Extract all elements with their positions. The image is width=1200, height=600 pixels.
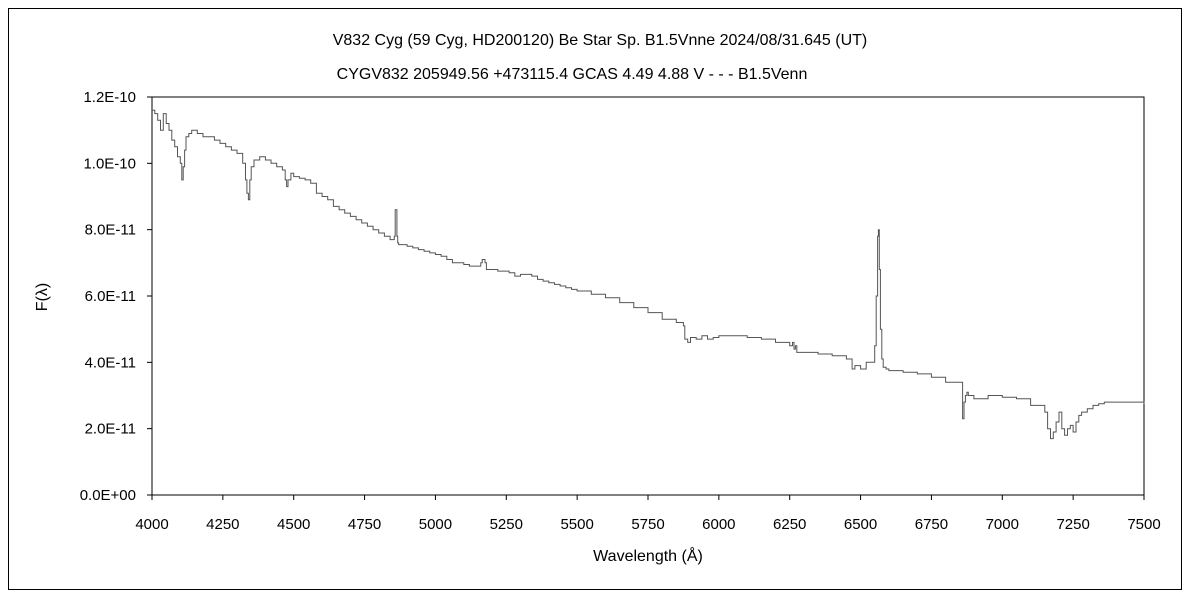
y-tick-label: 6.0E-11: [85, 288, 136, 305]
x-tick-label: 6000: [702, 516, 735, 533]
x-tick-label: 5750: [631, 516, 664, 533]
chart-title: V832 Cyg (59 Cyg, HD200120) Be Star Sp. …: [333, 32, 868, 49]
spectrum-line: [152, 109, 1145, 440]
x-tick-label: 4750: [348, 516, 381, 533]
x-tick-label: 7000: [986, 516, 1019, 533]
x-tick-label: 5250: [490, 516, 523, 533]
chart-frame: [8, 8, 1182, 590]
y-tick-label: 2.0E-11: [85, 421, 136, 438]
x-axis: 4000 4250 4500 4750 5000 5250 5500 5750 6000 6250…: [135, 495, 1161, 533]
x-tick-label: 7250: [1056, 516, 1089, 533]
chart-subtitle: CYGV832 205949.56 +473115.4 GCAS 4.49 4.…: [337, 66, 808, 83]
y-tick-label: 1.0E-10: [83, 155, 136, 172]
y-axis-label: F(λ): [34, 283, 51, 311]
x-tick-label: 4000: [135, 516, 168, 533]
x-tick-label: 5000: [419, 516, 452, 533]
x-tick-label: 6500: [844, 516, 877, 533]
x-tick-label: 6250: [773, 516, 806, 533]
y-tick-label: 1.2E-10: [83, 89, 136, 106]
plot-area: [151, 96, 1145, 496]
x-tick-label: 4500: [277, 516, 310, 533]
y-tick-label: 4.0E-11: [85, 354, 136, 371]
x-tick-label: 7500: [1127, 516, 1160, 533]
y-tick-label: 0.0E+00: [80, 487, 136, 504]
x-tick-label: 6750: [915, 516, 948, 533]
y-tick-label: 8.0E-11: [85, 222, 136, 239]
y-axis: 0.0E+00 2.0E-11 4.0E-11 6.0E-11 8.0E-11 1.0E-…: [80, 89, 152, 504]
x-tick-label: 4250: [206, 516, 239, 533]
x-tick-label: 5500: [560, 516, 593, 533]
x-axis-label: Wavelength (Å): [593, 546, 703, 565]
